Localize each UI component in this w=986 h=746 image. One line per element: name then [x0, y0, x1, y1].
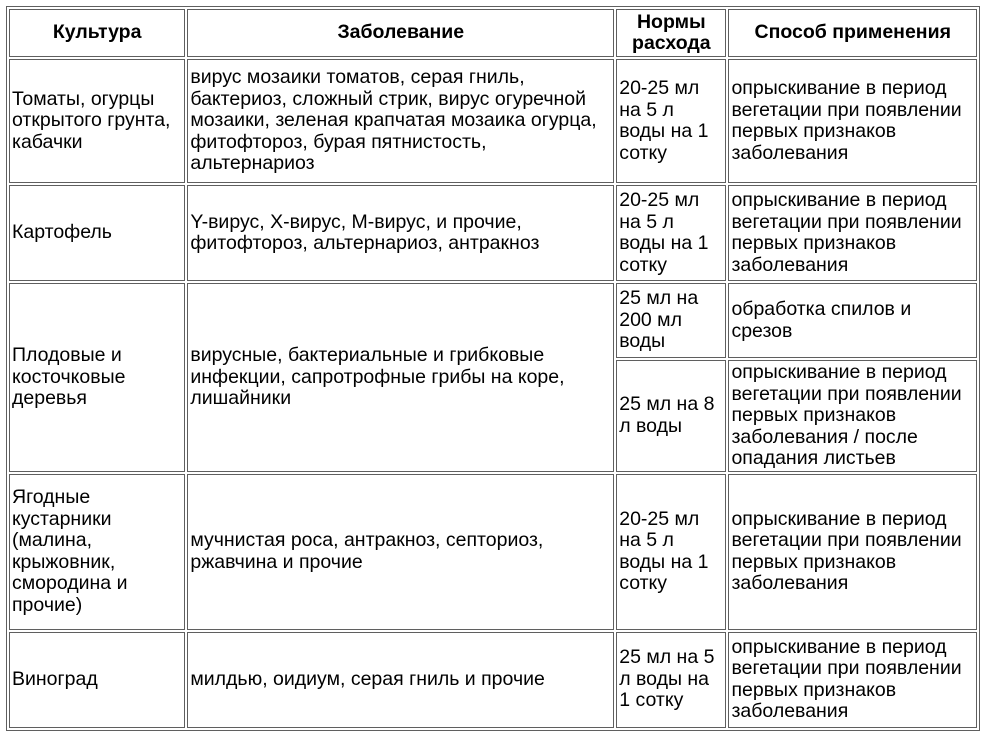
culture-cell: Плодовые и косточковые деревья: [9, 283, 186, 472]
header-culture: Культура: [9, 9, 186, 57]
culture-cell: Картофель: [9, 185, 186, 281]
table-row: Томаты, огурцы открытого грунта, кабачки…: [9, 59, 977, 183]
culture-cell: Ягодные кустарники (малина, крыжовник, с…: [9, 473, 186, 630]
crop-disease-treatment-table: Культура Заболевание Нормы расхода Спосо…: [6, 6, 980, 731]
method-cell: опрыскивание в период вегетации при появ…: [728, 631, 977, 728]
culture-cell: Томаты, огурцы открытого грунта, кабачки: [9, 59, 186, 183]
disease-cell: мучнистая роса, антракноз, септориоз, рж…: [187, 473, 615, 630]
method-cell: обработка спилов и срезов: [728, 283, 977, 358]
rate-cell: 20-25 мл на 5 л воды на 1 сотку: [616, 185, 727, 281]
disease-cell: вирус мозаики томатов, серая гниль, бакт…: [187, 59, 615, 183]
header-disease: Заболевание: [187, 9, 615, 57]
disease-cell: вирусные, бактериальные и грибковые инфе…: [187, 283, 615, 472]
method-cell: опрыскивание в период вегетации при появ…: [728, 59, 977, 183]
disease-cell: Y-вирус, X-вирус, M-вирус, и прочие, фит…: [187, 185, 615, 281]
table-row: Ягодные кустарники (малина, крыжовник, с…: [9, 473, 977, 630]
method-cell: опрыскивание в период вегетации при появ…: [728, 185, 977, 281]
rate-cell: 25 мл на 8 л воды: [616, 360, 727, 472]
rate-cell: 20-25 мл на 5 л воды на 1 сотку: [616, 59, 727, 183]
table-header: Культура Заболевание Нормы расхода Спосо…: [9, 9, 977, 57]
method-cell: опрыскивание в период вегетации при появ…: [728, 473, 977, 630]
culture-cell: Виноград: [9, 631, 186, 728]
header-row: Культура Заболевание Нормы расхода Спосо…: [9, 9, 977, 57]
table-row: Картофель Y-вирус, X-вирус, M-вирус, и п…: [9, 185, 977, 281]
rate-cell: 20-25 мл на 5 л воды на 1 сотку: [616, 473, 727, 630]
rate-cell: 25 мл на 200 мл воды: [616, 283, 727, 358]
table-body: Томаты, огурцы открытого грунта, кабачки…: [9, 59, 977, 728]
table-row: Плодовые и косточковые деревья вирусные,…: [9, 283, 977, 472]
table-row: 25 мл на 8 л воды опрыскивание в период …: [9, 360, 977, 472]
table-row: Виноград милдью, оидиум, серая гниль и п…: [9, 631, 977, 728]
header-method: Способ применения: [728, 9, 977, 57]
header-rate: Нормы расхода: [616, 9, 727, 57]
method-cell: опрыскивание в период вегетации при появ…: [728, 360, 977, 472]
disease-cell: милдью, оидиум, серая гниль и прочие: [187, 631, 615, 728]
rate-cell: 25 мл на 5 л воды на 1 сотку: [616, 631, 727, 728]
